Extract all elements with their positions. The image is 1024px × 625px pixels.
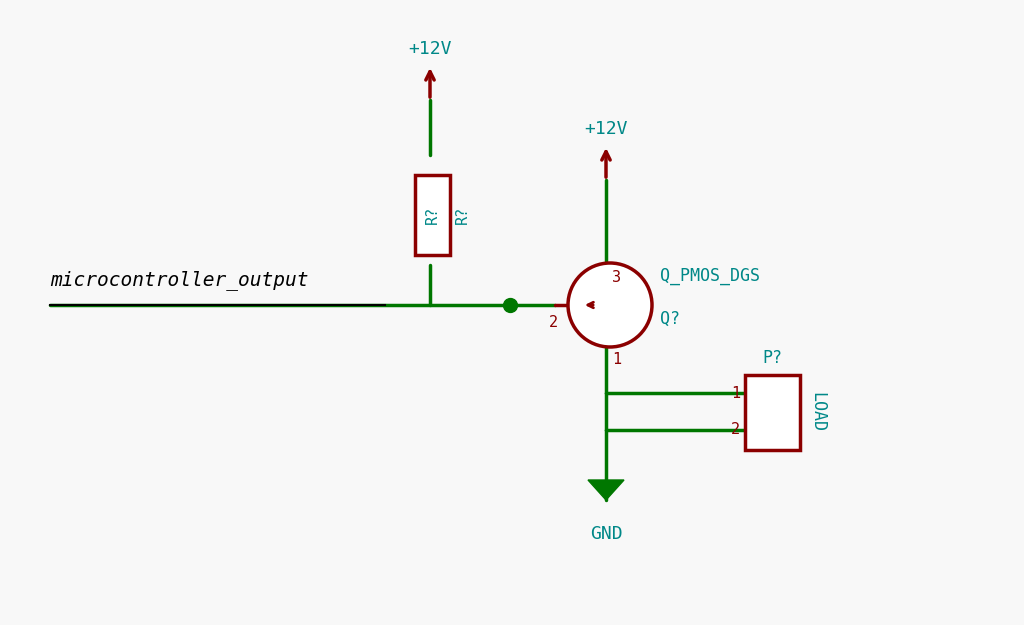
Text: 1: 1	[612, 352, 622, 367]
Text: 3: 3	[612, 270, 622, 285]
Bar	[745, 375, 800, 450]
Text: P?: P?	[763, 349, 782, 367]
Text: Q?: Q?	[660, 310, 680, 328]
Bar	[415, 175, 450, 255]
Polygon shape	[588, 480, 624, 500]
Circle shape	[568, 263, 652, 347]
Text: +12V: +12V	[585, 120, 628, 138]
Text: 1: 1	[731, 386, 740, 401]
Text: R?: R?	[455, 206, 470, 224]
Text: LOAD: LOAD	[808, 392, 826, 432]
Text: 2: 2	[731, 422, 740, 437]
Text: R?: R?	[425, 206, 439, 224]
Text: microcontroller_output: microcontroller_output	[50, 270, 308, 290]
Text: Q_PMOS_DGS: Q_PMOS_DGS	[660, 267, 760, 285]
Text: GND: GND	[590, 525, 623, 543]
Text: +12V: +12V	[409, 40, 452, 58]
Text: 2: 2	[549, 315, 558, 330]
